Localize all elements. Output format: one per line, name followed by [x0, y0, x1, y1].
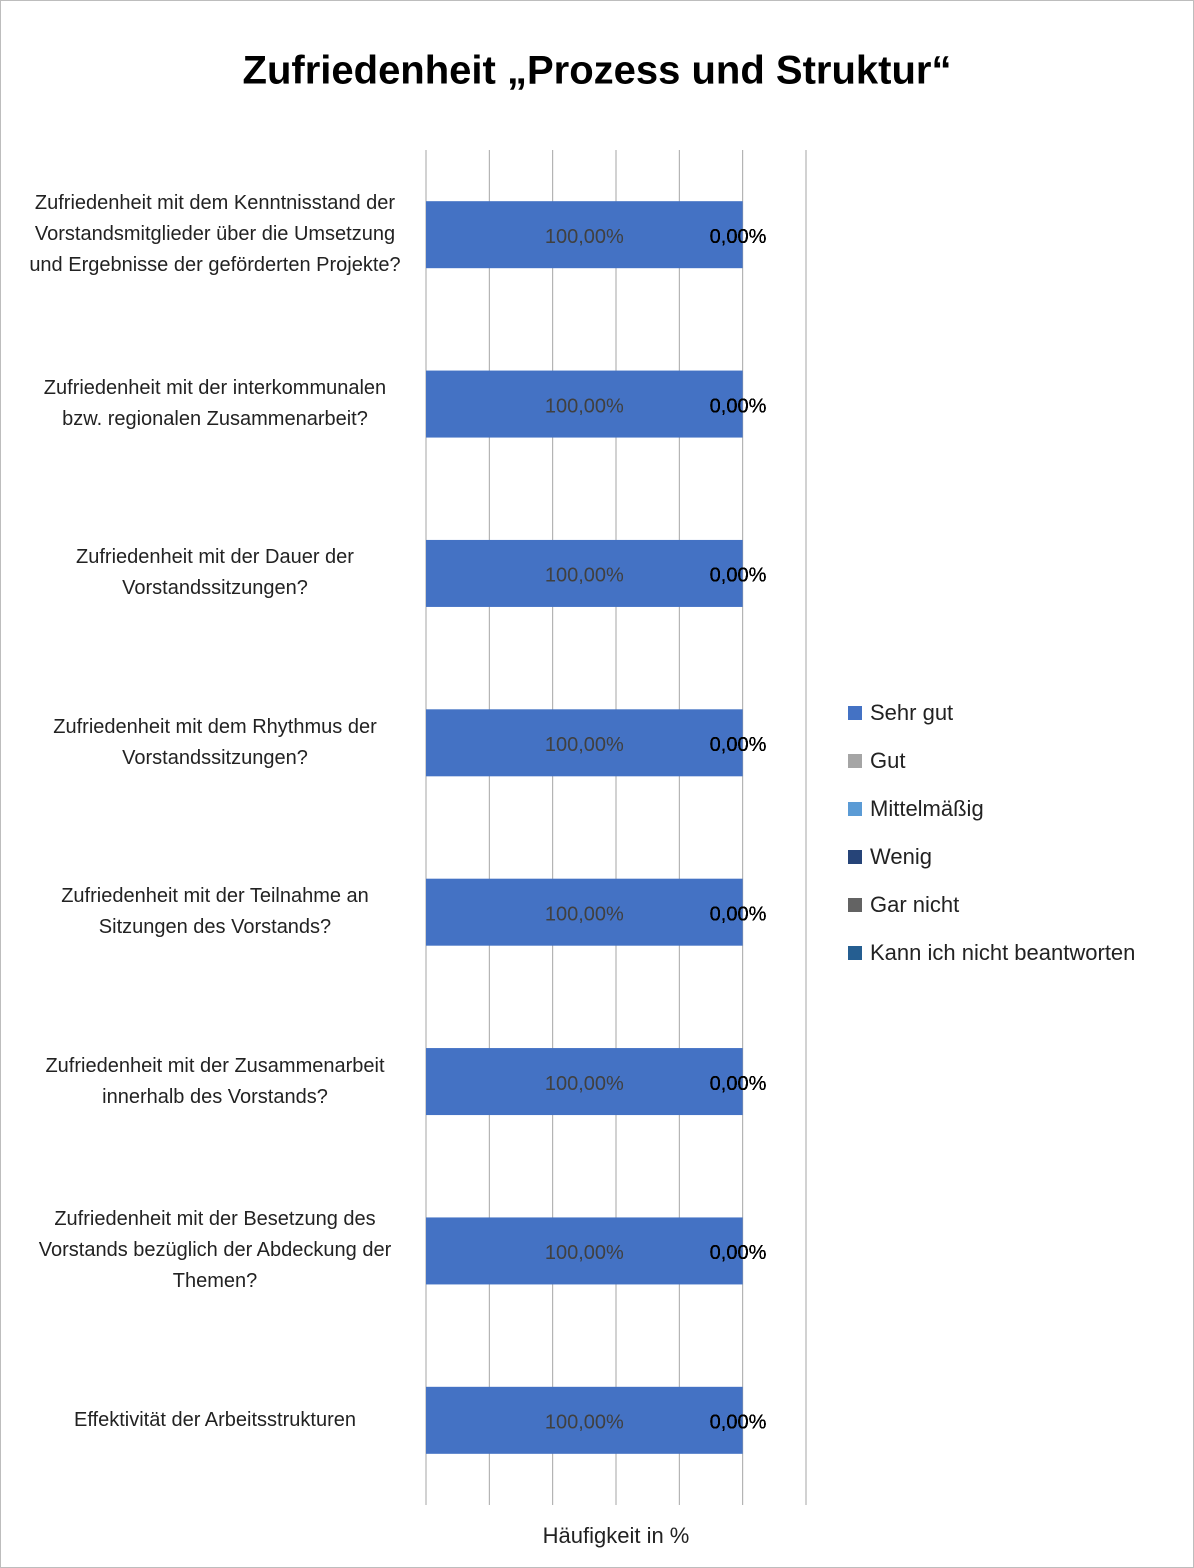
data-label: 100,00%	[545, 395, 624, 417]
data-label: 0,00%	[710, 1073, 767, 1095]
data-label: 0,00%	[710, 395, 767, 417]
legend-swatch	[848, 706, 862, 720]
data-label: 100,00%	[545, 1242, 624, 1264]
legend-label: Kann ich nicht beantworten	[870, 940, 1135, 965]
data-label: 0,00%	[710, 1242, 767, 1264]
legend-label: Gar nicht	[870, 892, 959, 917]
data-label: 0,00%	[710, 1073, 767, 1095]
legend-swatch	[848, 754, 862, 768]
data-label: 100,00%	[545, 734, 624, 756]
legend-swatch	[848, 946, 862, 960]
data-label: 0,00%	[710, 226, 767, 248]
data-label: 0,00%	[710, 395, 767, 417]
data-label: 0,00%	[710, 903, 767, 925]
data-label: 0,00%	[710, 734, 767, 756]
data-label: 0,00%	[710, 734, 767, 756]
bar-segment	[426, 878, 743, 946]
data-label: 0,00%	[710, 1412, 767, 1434]
bar-segment	[426, 709, 743, 777]
data-label: 0,00%	[710, 395, 767, 417]
data-label: 0,00%	[710, 1412, 767, 1434]
data-label: 0,00%	[710, 1412, 767, 1434]
data-label: 0,00%	[710, 1073, 767, 1095]
data-label: 0,00%	[710, 1412, 767, 1434]
data-label: 100,00%	[545, 565, 624, 587]
legend-label: Wenig	[870, 844, 932, 869]
data-label: 0,00%	[710, 903, 767, 925]
y-tick-label: Zufriedenheit mit dem Kenntnisstand der …	[29, 192, 401, 277]
bar-segment	[426, 1217, 743, 1285]
data-label: 0,00%	[710, 1242, 767, 1264]
data-label: 0,00%	[710, 734, 767, 756]
data-label: 0,00%	[710, 734, 767, 756]
y-tick-label: Zufriedenheit mit dem Rhythmus der Vorst…	[53, 715, 377, 769]
chart-title: Zufriedenheit „Prozess und Struktur“	[243, 49, 952, 93]
bar-segment	[426, 1048, 743, 1116]
x-axis-label: Häufigkeit in %	[543, 1523, 690, 1548]
y-tick-label: Effektivität der Arbeitsstrukturen	[74, 1408, 356, 1431]
data-label: 0,00%	[710, 1242, 767, 1264]
data-label: 0,00%	[710, 395, 767, 417]
data-label: 0,00%	[710, 903, 767, 925]
data-label: 0,00%	[710, 1073, 767, 1095]
data-label: 0,00%	[710, 565, 767, 587]
data-label: 0,00%	[710, 395, 767, 417]
legend-label: Mittelmäßig	[870, 796, 984, 821]
bar-segment	[426, 201, 743, 269]
y-tick-label: Zufriedenheit mit der Besetzung des Vors…	[38, 1208, 392, 1293]
data-label: 0,00%	[710, 734, 767, 756]
data-label: 0,00%	[710, 1242, 767, 1264]
data-label: 100,00%	[545, 903, 624, 925]
data-label: 0,00%	[710, 1412, 767, 1434]
data-label: 0,00%	[710, 903, 767, 925]
legend-swatch	[848, 850, 862, 864]
bar-segment	[426, 1386, 743, 1454]
data-label: 100,00%	[545, 1412, 624, 1434]
data-label: 0,00%	[710, 1242, 767, 1264]
bar-segment	[426, 370, 743, 438]
legend-label: Gut	[870, 748, 905, 773]
data-label: 0,00%	[710, 1073, 767, 1095]
data-label: 0,00%	[710, 226, 767, 248]
data-label: 0,00%	[710, 565, 767, 587]
y-tick-label: Zufriedenheit mit der Dauer der Vorstand…	[76, 546, 354, 600]
legend-swatch	[848, 898, 862, 912]
legend-swatch	[848, 802, 862, 816]
data-label: 100,00%	[545, 226, 624, 248]
data-label: 0,00%	[710, 226, 767, 248]
data-label: 0,00%	[710, 565, 767, 587]
y-tick-label: Zufriedenheit mit der interkommunalen bz…	[43, 377, 387, 431]
data-label: 0,00%	[710, 226, 767, 248]
data-label: 0,00%	[710, 903, 767, 925]
bar-segment	[426, 539, 743, 607]
y-tick-label: Zufriedenheit mit der Teilnahme an Sitzu…	[61, 885, 369, 939]
data-label: 0,00%	[710, 565, 767, 587]
data-label: 0,00%	[710, 226, 767, 248]
data-label: 0,00%	[710, 565, 767, 587]
data-label: 100,00%	[545, 1073, 624, 1095]
y-tick-label: Zufriedenheit mit der Zusammenarbeit inn…	[45, 1054, 385, 1108]
legend-label: Sehr gut	[870, 700, 953, 725]
